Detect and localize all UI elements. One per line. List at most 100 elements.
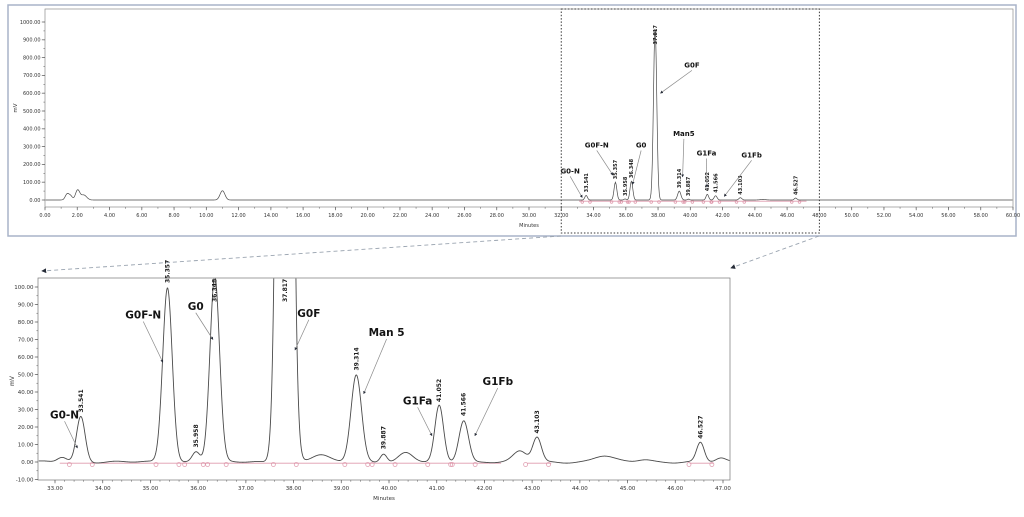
y-axis: 100.00 90.00 80.00 70.00 60.00 50.00 40.00 30.0… bbox=[14, 285, 38, 483]
peak-rt-label: 43.103 bbox=[738, 175, 744, 195]
peak-rt-label: 35.357 bbox=[613, 159, 619, 179]
x-tick-label: 44.00 bbox=[572, 486, 588, 492]
x-tick-label: 35.00 bbox=[143, 486, 159, 492]
y-axis: 1000.00 900.00 800.00 700.00 600.00 500.00 400… bbox=[20, 20, 45, 204]
y-tick-label: 300.00 bbox=[23, 144, 41, 150]
peak-annotation: G0F-N bbox=[585, 141, 609, 149]
x-tick-label: 38.00 bbox=[651, 213, 665, 219]
peak-rt-label: 41.566 bbox=[713, 173, 719, 193]
annotation-leader-line bbox=[417, 407, 433, 437]
y-tick-label: 200.00 bbox=[23, 162, 41, 168]
y-tick-label: 40.00 bbox=[18, 390, 34, 396]
zoom-region-box bbox=[560, 8, 820, 234]
x-tick-label: 42.00 bbox=[477, 486, 493, 492]
y-tick-label: 0.00 bbox=[29, 198, 40, 204]
peak-rt-label: 33.541 bbox=[584, 173, 590, 193]
peak-annotation: G0 bbox=[636, 141, 647, 149]
x-axis-title: Minutes bbox=[519, 223, 539, 229]
y-tick-label: 50.00 bbox=[18, 372, 34, 378]
x-tick-label: 60.00 bbox=[1006, 213, 1020, 219]
peak-rt-label: 37.817 bbox=[653, 25, 659, 45]
peak-rt-label: 46.527 bbox=[697, 416, 704, 439]
annotation-leader-line bbox=[195, 312, 214, 340]
annotation-leader-line bbox=[660, 70, 693, 94]
peak-annotation: G0F bbox=[297, 308, 320, 320]
x-tick-label: 24.00 bbox=[425, 213, 439, 219]
x-tick-label: 34.00 bbox=[95, 486, 111, 492]
x-tick-label: 2.00 bbox=[72, 213, 83, 219]
peak-annotation: G1Fa bbox=[403, 395, 433, 407]
x-tick-label: 58.00 bbox=[974, 213, 988, 219]
peak-rt-label: 46.527 bbox=[793, 175, 799, 195]
chromatogram-trace bbox=[45, 28, 1013, 201]
peak-annotations: G0-N G0F-N G0 G0F Man 5 G1Fa G1Fb bbox=[50, 301, 514, 449]
y-tick-label: 600.00 bbox=[23, 91, 41, 97]
x-tick-label: 56.00 bbox=[941, 213, 955, 219]
x-tick-label: 42.00 bbox=[715, 213, 729, 219]
y-tick-label: 60.00 bbox=[18, 355, 34, 361]
peak-annotation: G0-N bbox=[560, 167, 580, 175]
x-tick-label: 20.00 bbox=[361, 213, 375, 219]
peak-rt-label: 36.348 bbox=[629, 158, 635, 178]
x-tick-label: 34.00 bbox=[586, 213, 600, 219]
x-tick-label: 28.00 bbox=[490, 213, 504, 219]
annotation-leader-line bbox=[631, 150, 642, 185]
x-tick-label: 41.00 bbox=[429, 486, 445, 492]
x-tick-label: 44.00 bbox=[748, 213, 762, 219]
zoomed-chromatogram-panel: 100.00 90.00 80.00 70.00 60.00 50.00 40.00 30.0… bbox=[9, 260, 731, 502]
x-tick-label: 6.00 bbox=[136, 213, 147, 219]
peak-rt-label: 35.958 bbox=[623, 176, 629, 196]
plot-frame bbox=[37, 277, 731, 481]
peak-rt-label: 35.357 bbox=[164, 260, 171, 283]
x-tick-label: 43.00 bbox=[524, 486, 540, 492]
y-axis-title: mV bbox=[13, 103, 19, 112]
peak-rt-label: 41.566 bbox=[461, 393, 468, 416]
y-tick-label: 800.00 bbox=[23, 55, 41, 61]
y-tick-label: 0.00 bbox=[21, 460, 34, 466]
peak-annotation: G1Fb bbox=[741, 151, 761, 159]
peak-annotation: Man5 bbox=[673, 130, 695, 138]
x-tick-label: 40.00 bbox=[683, 213, 697, 219]
x-tick-label: 40.00 bbox=[381, 486, 397, 492]
peak-annotation: Man 5 bbox=[369, 327, 405, 339]
y-axis-title: mV bbox=[9, 375, 16, 386]
peak-annotation: G0F-N bbox=[125, 310, 161, 322]
x-tick-label: 47.00 bbox=[715, 486, 731, 492]
x-tick-label: 30.00 bbox=[522, 213, 536, 219]
x-tick-label: 32.00 bbox=[554, 213, 568, 219]
x-tick-label: 39.00 bbox=[333, 486, 349, 492]
x-tick-label: 8.00 bbox=[168, 213, 179, 219]
peak-rt-label: 43.103 bbox=[534, 410, 541, 433]
x-tick-label: 38.00 bbox=[286, 486, 302, 492]
annotation-leader-line bbox=[363, 338, 387, 395]
x-tick-label: 14.00 bbox=[264, 213, 278, 219]
x-tick-label: 52.00 bbox=[877, 213, 891, 219]
x-tick-label: 18.00 bbox=[328, 213, 342, 219]
y-tick-label: 100.00 bbox=[23, 180, 41, 186]
peak-annotation: G1Fb bbox=[482, 376, 513, 388]
full-chromatogram-panel: 1000.00 900.00 800.00 700.00 600.00 500.00 400… bbox=[7, 4, 1020, 237]
panel-border bbox=[7, 4, 1017, 237]
x-tick-label: 26.00 bbox=[457, 213, 471, 219]
annotation-leader-line bbox=[474, 387, 499, 437]
peak-annotation: G0 bbox=[188, 301, 204, 313]
x-tick-label: 22.00 bbox=[393, 213, 407, 219]
x-tick-label: 16.00 bbox=[296, 213, 310, 219]
x-tick-label: 4.00 bbox=[104, 213, 115, 219]
x-tick-label: 37.00 bbox=[238, 486, 254, 492]
x-axis: 33.00 34.00 35.00 36.00 37.00 38.00 39.00 40.00… bbox=[47, 480, 731, 492]
peak-rt-label: 41.052 bbox=[705, 171, 711, 191]
y-tick-label: 900.00 bbox=[23, 38, 41, 44]
peak-annotation: G1Fa bbox=[697, 150, 717, 158]
y-tick-label: 100.00 bbox=[14, 285, 34, 291]
peak-annotations: G0-N G0F-N G0 G0F Man5 G1Fa G1Fb bbox=[560, 61, 762, 198]
x-tick-label: 12.00 bbox=[231, 213, 245, 219]
y-tick-label: 30.00 bbox=[18, 407, 34, 413]
x-tick-label: 46.00 bbox=[780, 213, 794, 219]
y-tick-label: 80.00 bbox=[18, 320, 34, 326]
y-tick-label: -10.00 bbox=[16, 477, 34, 483]
integration-baseline bbox=[59, 462, 715, 467]
zoom-connector-line bbox=[730, 235, 820, 269]
